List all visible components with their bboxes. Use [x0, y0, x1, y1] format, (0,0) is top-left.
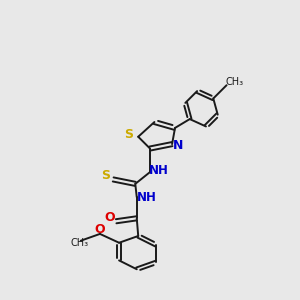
Text: CH₃: CH₃ — [70, 238, 88, 248]
Text: S: S — [124, 128, 133, 141]
Text: S: S — [101, 169, 110, 182]
Text: NH: NH — [137, 191, 157, 204]
Text: CH₃: CH₃ — [226, 77, 244, 87]
Text: O: O — [94, 223, 105, 236]
Text: N: N — [173, 139, 184, 152]
Text: O: O — [104, 211, 115, 224]
Text: NH: NH — [149, 164, 169, 177]
